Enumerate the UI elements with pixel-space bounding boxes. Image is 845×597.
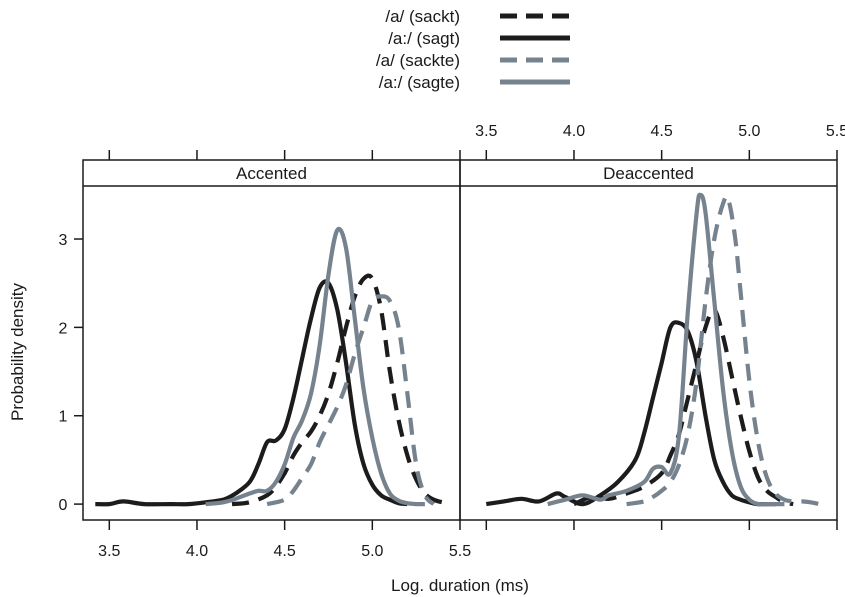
panel-frame (82, 159, 461, 521)
series-line-dashed-black (231, 273, 452, 507)
top-x-tick-label: 3.5 (475, 123, 497, 140)
legend-label: /a:/ (sagt) (388, 29, 460, 48)
series-line-solid-gray (205, 226, 425, 507)
top-x-axis: 3.5 4.0 4.5 5.0 5.5 (108, 123, 845, 160)
legend: /a/ (sackt) /a:/ (sagt) /a/ (sackte) /a:/ (… (376, 7, 570, 92)
legend-label: /a:/ (sagte) (379, 73, 460, 92)
x-tick-label: 5.5 (449, 543, 471, 560)
panel-frame (459, 159, 838, 521)
strip-label: Accented (236, 164, 307, 183)
x-tick-label: 4.5 (274, 543, 296, 560)
panel-accented: Accented (82, 159, 461, 521)
y-tick-label: 3 (59, 232, 68, 249)
y-axis-title: Probability density (8, 283, 27, 421)
top-x-tick-label: 4.5 (651, 123, 673, 140)
series-line-solid-black (95, 279, 408, 507)
top-x-tick-label: 5.5 (826, 123, 845, 140)
series-line-solid-black (486, 320, 776, 507)
y-tick-label: 2 (59, 320, 68, 337)
bottom-x-axis: 3.5 4.0 4.5 5.0 5.5 (98, 520, 838, 560)
panel-deaccented: Deaccented (459, 159, 838, 521)
legend-label: /a/ (sackt) (385, 7, 460, 26)
top-x-tick-label: 4.0 (563, 123, 585, 140)
series-line-solid-gray (547, 192, 785, 507)
series-line-dashed-gray (626, 194, 820, 507)
panels: Accented Deaccented (82, 159, 838, 521)
legend-label: /a/ (sackte) (376, 51, 460, 70)
x-tick-label: 4.0 (186, 543, 208, 560)
y-tick-label: 0 (59, 497, 68, 514)
x-axis-title: Log. duration (ms) (391, 576, 529, 595)
x-tick-label: 3.5 (98, 543, 120, 560)
y-axis: 0 1 2 3 (59, 232, 83, 514)
top-x-tick-label: 5.0 (738, 123, 760, 140)
x-tick-label: 5.0 (361, 543, 383, 560)
series-line-dashed-black (573, 307, 794, 507)
strip-label: Deaccented (603, 164, 694, 183)
y-tick-label: 1 (59, 409, 68, 426)
series-line-dashed-gray (266, 294, 436, 507)
